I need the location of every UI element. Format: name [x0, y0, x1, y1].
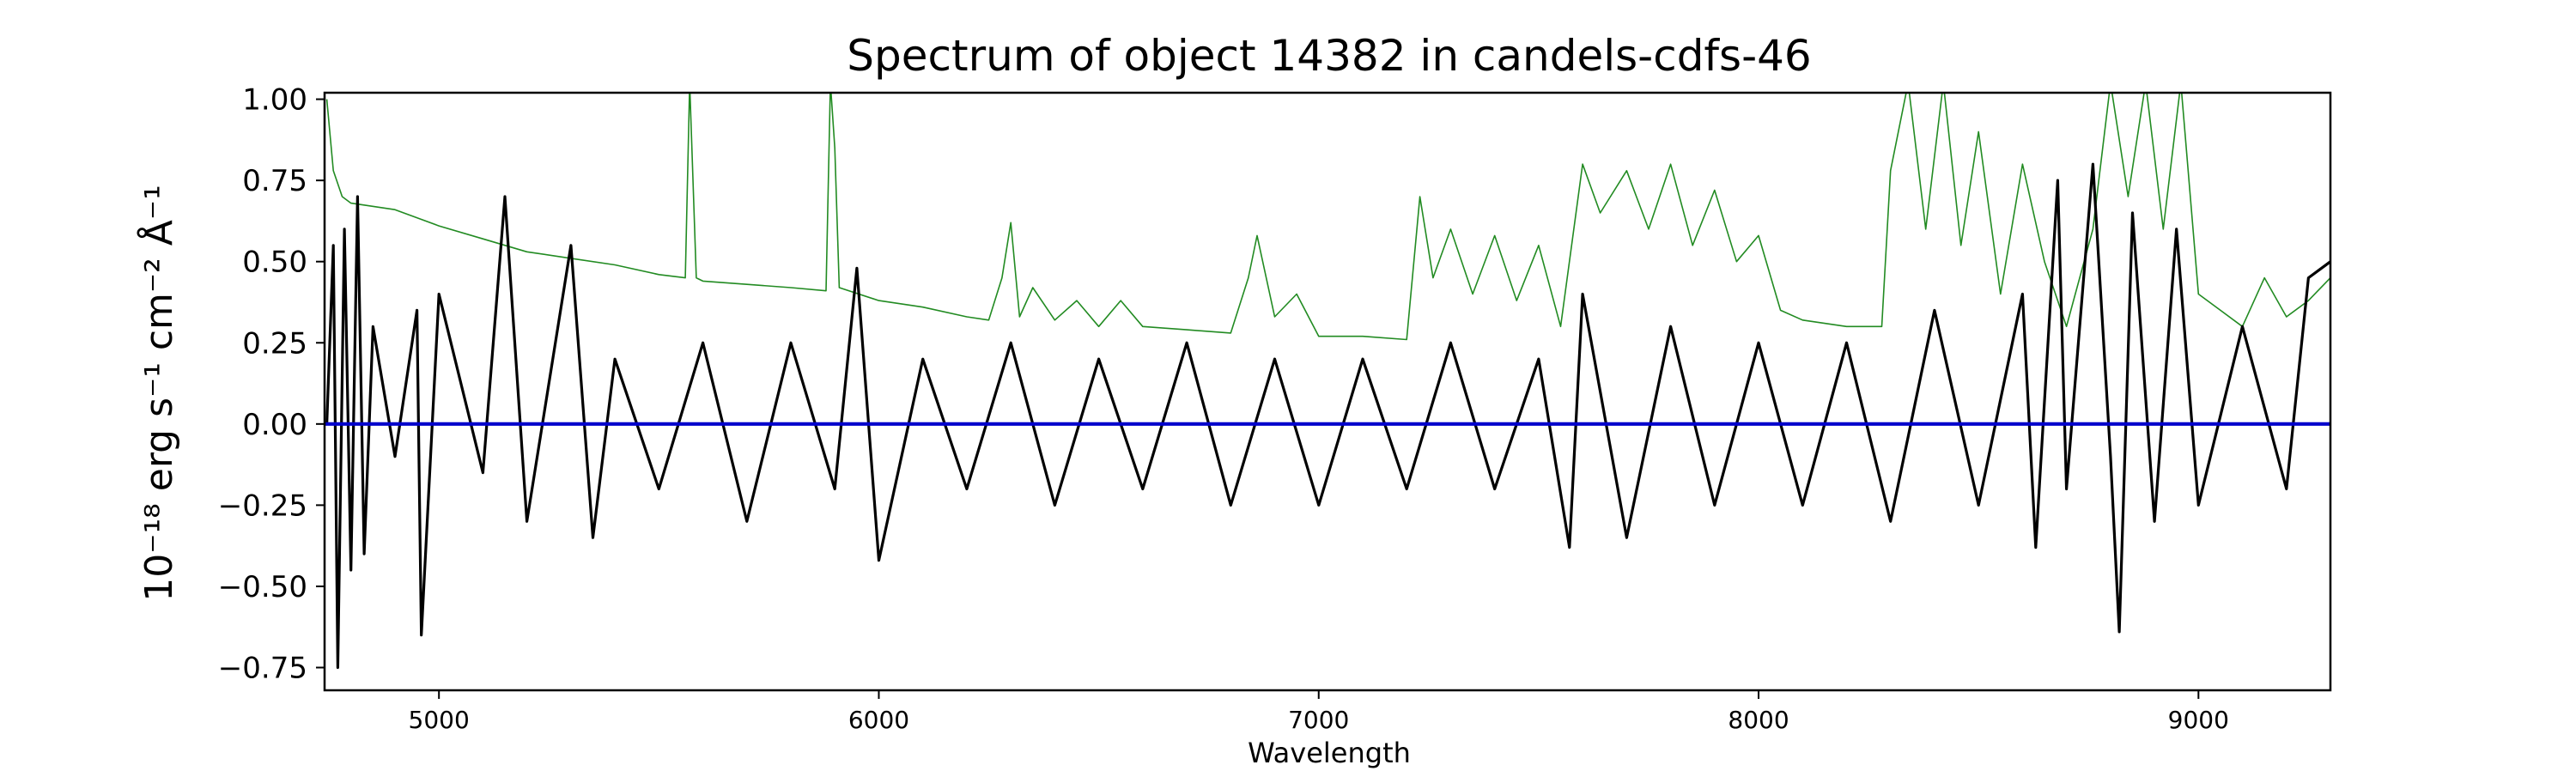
y-tick-label: −0.25: [218, 489, 307, 523]
axis-ticks: 5000 6000 7000 8000 9000 −0.75 −0.50 −0.25 0.00 0…: [218, 83, 2229, 734]
chart-title: Spectrum of object 14382 in candels-cdfs…: [847, 31, 1812, 81]
y-tick-label: 0.75: [242, 164, 307, 198]
y-tick-label: 1.00: [242, 83, 307, 118]
y-tick-label: −0.50: [218, 570, 307, 604]
x-tick-label: 8000: [1728, 706, 1789, 734]
y-tick-label: 0.25: [242, 326, 307, 361]
x-tick-label: 5000: [409, 706, 470, 734]
y-tick-label: −0.75: [218, 652, 307, 686]
axes-frame: [323, 91, 2332, 692]
x-tick-label: 6000: [848, 706, 909, 734]
sky-series-line: [325, 93, 2330, 341]
flux-series-line: [325, 162, 2330, 670]
y-tick-label: 0.50: [242, 246, 307, 280]
y-tick-label: 0.00: [242, 408, 307, 442]
plot-area: [325, 93, 2330, 670]
x-tick-label: 9000: [2168, 706, 2229, 734]
x-axis-label: Wavelength: [1248, 737, 1411, 769]
y-axis-label: 10⁻¹⁸ erg s⁻¹ cm⁻² Å⁻¹: [136, 185, 181, 601]
x-tick-label: 7000: [1288, 706, 1349, 734]
